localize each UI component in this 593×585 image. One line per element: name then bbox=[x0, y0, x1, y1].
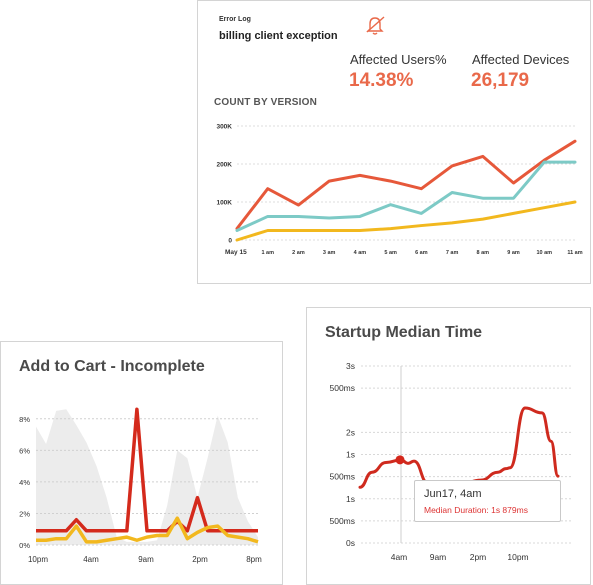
series-line bbox=[235, 160, 577, 232]
x-tick-label: May 15 bbox=[225, 249, 247, 256]
y-tick-label: 500ms bbox=[329, 472, 355, 482]
hover-marker bbox=[395, 455, 405, 465]
series-line bbox=[36, 516, 259, 544]
y-tick-label: 2% bbox=[19, 509, 30, 518]
x-tick-label: 7 am bbox=[446, 250, 459, 256]
error-log-caption: Error Log bbox=[219, 16, 251, 23]
section-title: COUNT BY VERSION bbox=[214, 97, 318, 108]
y-tick-label: 2s bbox=[346, 427, 355, 437]
metric-value-users: 14.38% bbox=[349, 70, 414, 91]
x-tick-label: 10 am bbox=[536, 250, 552, 256]
y-tick-label: 100K bbox=[216, 200, 232, 207]
y-tick-label: 200K bbox=[216, 162, 232, 169]
series-line bbox=[235, 139, 577, 231]
x-tick-label: 8pm bbox=[246, 555, 262, 564]
tooltip-title: Jun17, 4am bbox=[424, 488, 482, 500]
x-tick-label: 1 am bbox=[261, 250, 274, 256]
x-tick-label: 9am bbox=[138, 555, 154, 564]
x-tick-label: 6 am bbox=[415, 250, 428, 256]
x-tick-label: 4 am bbox=[354, 250, 367, 256]
tooltip-value: Median Duration: 1s 879ms bbox=[424, 505, 528, 515]
x-tick-label: 3 am bbox=[323, 250, 336, 256]
count-by-version-chart: 0 100K 200K 300K May 15 1 am 2 am 3 am 4 am 5 am 6… bbox=[216, 124, 582, 257]
y-tick-label: 0s bbox=[346, 538, 355, 548]
x-tick-label: 2pm bbox=[192, 555, 208, 564]
bell-off-icon[interactable] bbox=[364, 14, 386, 36]
y-tick-label: 0% bbox=[19, 541, 30, 550]
y-tick-label: 4% bbox=[19, 478, 30, 487]
startup-card-title: Startup Median Time bbox=[325, 324, 483, 341]
y-tick-label: 300K bbox=[216, 124, 232, 131]
x-tick-label: 5 am bbox=[384, 250, 397, 256]
x-tick-label: 9 am bbox=[507, 250, 520, 256]
startup-median-card bbox=[306, 307, 591, 585]
y-tick-label: 0 bbox=[228, 238, 232, 245]
y-tick-label: 8% bbox=[19, 415, 30, 424]
y-tick-label: 1s bbox=[346, 450, 355, 460]
metric-label-users: Affected Users% bbox=[350, 52, 447, 67]
x-tick-label: 4am bbox=[83, 555, 99, 564]
x-tick-label: 2 am bbox=[292, 250, 305, 256]
x-tick-label: 2pm bbox=[470, 552, 487, 562]
x-tick-label: 8 am bbox=[477, 250, 490, 256]
x-tick-label: 11 am bbox=[567, 250, 582, 256]
y-tick-label: 6% bbox=[19, 446, 30, 455]
series-line bbox=[358, 406, 560, 489]
x-tick-label: 10pm bbox=[28, 555, 48, 564]
y-tick-label: 500ms bbox=[329, 516, 355, 526]
metric-value-devices: 26,179 bbox=[471, 70, 530, 91]
x-tick-label: 4am bbox=[391, 552, 408, 562]
y-tick-label: 3s bbox=[346, 361, 355, 371]
y-tick-label: 500ms bbox=[329, 383, 355, 393]
metric-label-devices: Affected Devices bbox=[472, 52, 570, 67]
error-log-card bbox=[197, 0, 591, 284]
cart-card-title: Add to Cart - Incomplete bbox=[19, 358, 205, 375]
startup-median-chart: 0s 500ms 1s 500ms 1s 2s 500ms 3s 4am 9am 2pm 10pm bbox=[329, 361, 571, 562]
x-tick-label: 9am bbox=[430, 552, 447, 562]
y-tick-label: 1s bbox=[346, 494, 355, 504]
series-line bbox=[235, 200, 577, 242]
add-to-cart-chart: 0% 2% 4% 6% 8% 10pm 4am 9am 2pm 8pm bbox=[19, 407, 262, 564]
tooltip: Jun17, 4am Median Duration: 1s 879ms bbox=[414, 480, 561, 522]
error-title[interactable]: billing client exception bbox=[219, 30, 338, 42]
x-tick-label: 10pm bbox=[507, 552, 528, 562]
